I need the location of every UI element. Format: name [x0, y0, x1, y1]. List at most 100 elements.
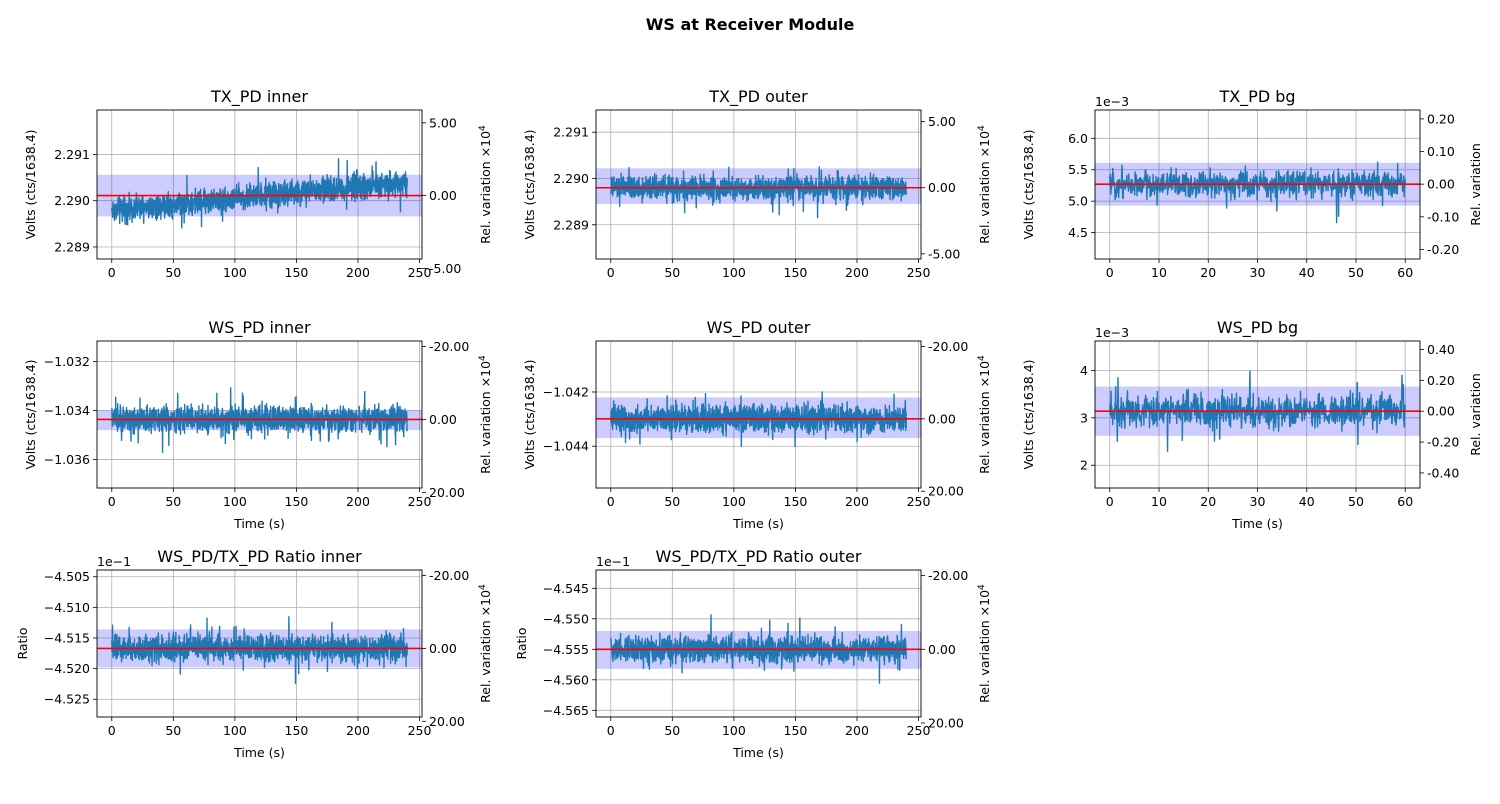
x-tick-label: 0: [108, 265, 116, 280]
x-tick-label: 150: [784, 723, 808, 738]
x-tick-label: 100: [223, 265, 247, 280]
panel-2: 0 50 100 150 200 250 2.289 2.290 2.291 -5.00 0.00 5…: [522, 87, 992, 280]
panel-8: 0 50 100 150 200 250 −4.565 −4.560 −4.555 −4.550 −…: [514, 547, 992, 760]
y2-tick-label: 0.20: [1427, 111, 1455, 126]
y2-tick-label: 20.00: [429, 485, 465, 500]
y2-axis-label: Rel. variation ×104: [478, 584, 493, 703]
panel-title: TX_PD bg: [1218, 87, 1295, 107]
panel-5: 0 50 100 150 200 250 −1.044 −1.042 -20.00 0.00 20.…: [522, 318, 992, 531]
y2-axis-label: Rel. variation: [1468, 373, 1483, 456]
y-tick-label: −1.042: [543, 384, 589, 399]
y2-axis-label: Rel. variation ×104: [977, 125, 992, 244]
axes-frame: [96, 569, 423, 718]
series-trace: [111, 616, 408, 685]
axes-frame: [96, 340, 423, 489]
y-tick-label: 2.291: [553, 125, 589, 140]
panel-title: WS_PD inner: [208, 318, 311, 338]
y2-tick-label: -20.00: [928, 339, 968, 354]
y-axis-label: Volts (cts/1638.4): [23, 129, 38, 239]
x-tick-label: 50: [664, 265, 680, 280]
panel-title: WS_PD/TX_PD Ratio inner: [157, 547, 362, 567]
panel-title: TX_PD outer: [708, 87, 808, 107]
x-tick-label: 250: [408, 265, 432, 280]
x-tick-label: 50: [165, 723, 181, 738]
y2-tick-label: -20.00: [928, 568, 968, 583]
x-tick-label: 50: [165, 494, 181, 509]
axes-frame: [96, 109, 423, 260]
panel-4: 0 50 100 150 200 250 −1.036 −1.034 −1.032 -20.00 0…: [23, 318, 493, 531]
y2-axis-label: Rel. variation ×104: [977, 584, 992, 703]
y2-tick-label: 0.10: [1427, 144, 1455, 159]
x-tick-label: 200: [845, 723, 869, 738]
x-tick-label: 0: [607, 723, 615, 738]
y-tick-label: −1.044: [543, 439, 589, 454]
x-tick-label: 100: [722, 723, 746, 738]
figure-suptitle: WS at Receiver Module: [646, 15, 855, 34]
x-tick-label: 10: [1151, 494, 1167, 509]
y2-tick-label: 20.00: [928, 484, 964, 499]
y-tick-label: 2.291: [54, 147, 90, 162]
y2-tick-label: 0.00: [1427, 177, 1455, 192]
x-tick-label: 250: [907, 494, 931, 509]
y-tick-label: −4.515: [44, 630, 90, 645]
y2-tick-label: 0.00: [928, 642, 956, 657]
y-tick-label: 2.290: [553, 171, 589, 186]
x-tick-label: 60: [1397, 494, 1413, 509]
y-tick-label: −4.520: [44, 661, 90, 676]
y-tick-label: −1.032: [44, 354, 90, 369]
y-tick-label: −4.510: [44, 600, 90, 615]
series-trace: [1109, 370, 1406, 452]
y2-tick-label: 0.00: [429, 641, 457, 656]
x-tick-label: 50: [664, 494, 680, 509]
x-tick-label: 200: [845, 494, 869, 509]
y-tick-label: 4: [1080, 363, 1088, 378]
y-axis-label: Ratio: [15, 627, 30, 659]
y-tick-label: 2.289: [54, 239, 90, 254]
y2-tick-label: 0.00: [1427, 404, 1455, 419]
y-offset-label: 1e−3: [1095, 325, 1129, 340]
x-tick-label: 10: [1151, 265, 1167, 280]
x-axis-label: Time (s): [732, 516, 784, 531]
y2-tick-label: 0.00: [928, 180, 956, 195]
x-tick-label: 30: [1250, 265, 1266, 280]
x-axis-label: Time (s): [233, 745, 285, 760]
y-axis-label: Volts (cts/1638.4): [1021, 359, 1036, 469]
y2-tick-label: -0.40: [1427, 465, 1459, 480]
y-tick-label: 2: [1080, 458, 1088, 473]
axes-frame: [595, 569, 922, 718]
x-axis-label: Time (s): [732, 745, 784, 760]
x-tick-label: 50: [165, 265, 181, 280]
y2-tick-label: -5.00: [928, 246, 960, 261]
x-axis-label: Time (s): [1231, 516, 1283, 531]
y-axis-label: Volts (cts/1638.4): [522, 359, 537, 469]
x-tick-label: 150: [285, 494, 309, 509]
x-tick-label: 150: [784, 265, 808, 280]
x-tick-label: 250: [408, 723, 432, 738]
x-tick-label: 150: [784, 494, 808, 509]
y-axis-label: Volts (cts/1638.4): [1021, 129, 1036, 239]
panel-title: WS_PD bg: [1217, 318, 1298, 338]
y-tick-label: 4.5: [1068, 225, 1088, 240]
x-tick-label: 20: [1200, 494, 1216, 509]
y2-axis-label: Rel. variation ×104: [977, 355, 992, 474]
y2-tick-label: 20.00: [429, 714, 465, 729]
x-tick-label: 200: [346, 265, 370, 280]
y-tick-label: −4.555: [543, 642, 589, 657]
x-tick-label: 50: [664, 723, 680, 738]
x-tick-label: 0: [607, 494, 615, 509]
x-tick-label: 250: [907, 723, 931, 738]
y2-axis-label: Rel. variation ×104: [478, 125, 493, 244]
axes-frame: [595, 340, 922, 489]
y-axis-label: Ratio: [514, 627, 529, 659]
x-tick-label: 0: [1106, 265, 1114, 280]
panel-6: 0 10 20 30 40 50 60 2 3 4 -0.40 -0.20 0.00 0.20 0.40 WS…: [1021, 318, 1483, 531]
x-tick-label: 150: [285, 723, 309, 738]
y2-axis-label: Rel. variation: [1468, 143, 1483, 226]
y-tick-label: −4.560: [543, 672, 589, 687]
x-tick-label: 40: [1299, 494, 1315, 509]
y-tick-label: 5.5: [1068, 162, 1088, 177]
series-trace: [610, 166, 907, 219]
x-tick-label: 40: [1299, 265, 1315, 280]
y-offset-label: 1e−3: [1095, 94, 1129, 109]
x-tick-label: 0: [1106, 494, 1114, 509]
